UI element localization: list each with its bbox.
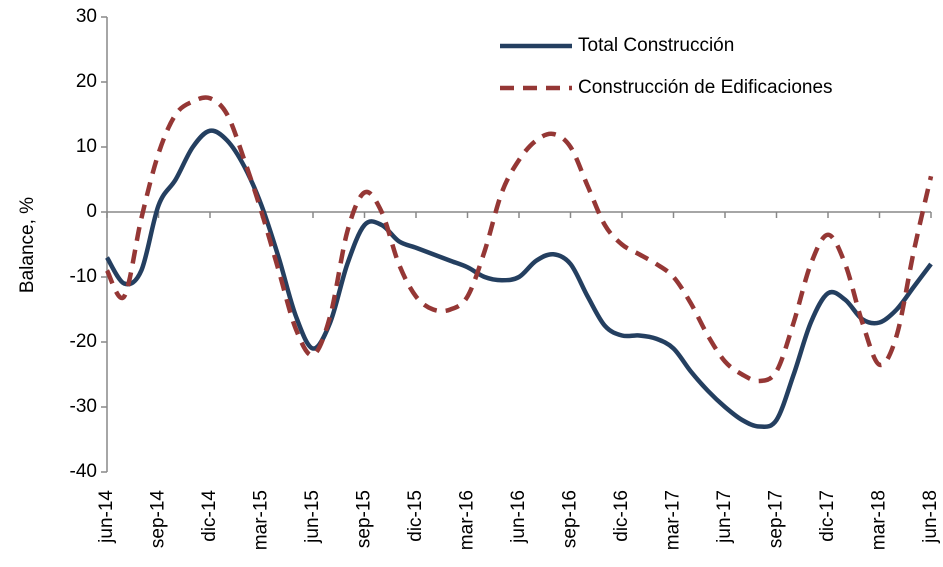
y-tick-label: -10 [70,266,97,287]
x-tick-label: mar-17 [663,490,684,550]
y-tick-label: 20 [76,71,97,92]
y-tick-label: 10 [76,136,97,157]
x-tick-label: sep-17 [766,490,787,548]
x-tick-label: dic-16 [611,490,632,542]
x-tick-label: mar-15 [251,490,272,550]
x-tick-label: dic-15 [405,490,426,542]
x-tick-label: sep-16 [560,490,581,548]
x-tick-label: dic-17 [817,490,838,542]
x-tick-label: jun-18 [920,490,941,544]
x-tick-label: mar-18 [869,490,890,550]
x-tick-label: sep-15 [354,490,375,548]
legend-label: Total Construcción [578,35,734,56]
x-tick-label: jun-17 [714,490,735,544]
y-tick-label: -20 [70,331,97,352]
legend-label: Construcción de Edificaciones [578,77,833,98]
series-line [104,95,934,384]
series-line [105,128,933,429]
x-tick-label: jun-16 [508,490,529,544]
x-tick-label: dic-14 [199,490,220,542]
y-tick-label: -40 [70,461,97,482]
x-tick-label: sep-14 [148,490,169,549]
y-tick-label: 0 [86,201,97,222]
x-tick-label: jun-14 [96,490,117,544]
y-axis-label: Balance, % [17,197,38,293]
y-tick-label: 30 [76,6,97,27]
x-tick-label: mar-16 [457,490,478,550]
x-tick-label: jun-15 [302,490,323,544]
y-tick-label: -30 [70,396,97,417]
